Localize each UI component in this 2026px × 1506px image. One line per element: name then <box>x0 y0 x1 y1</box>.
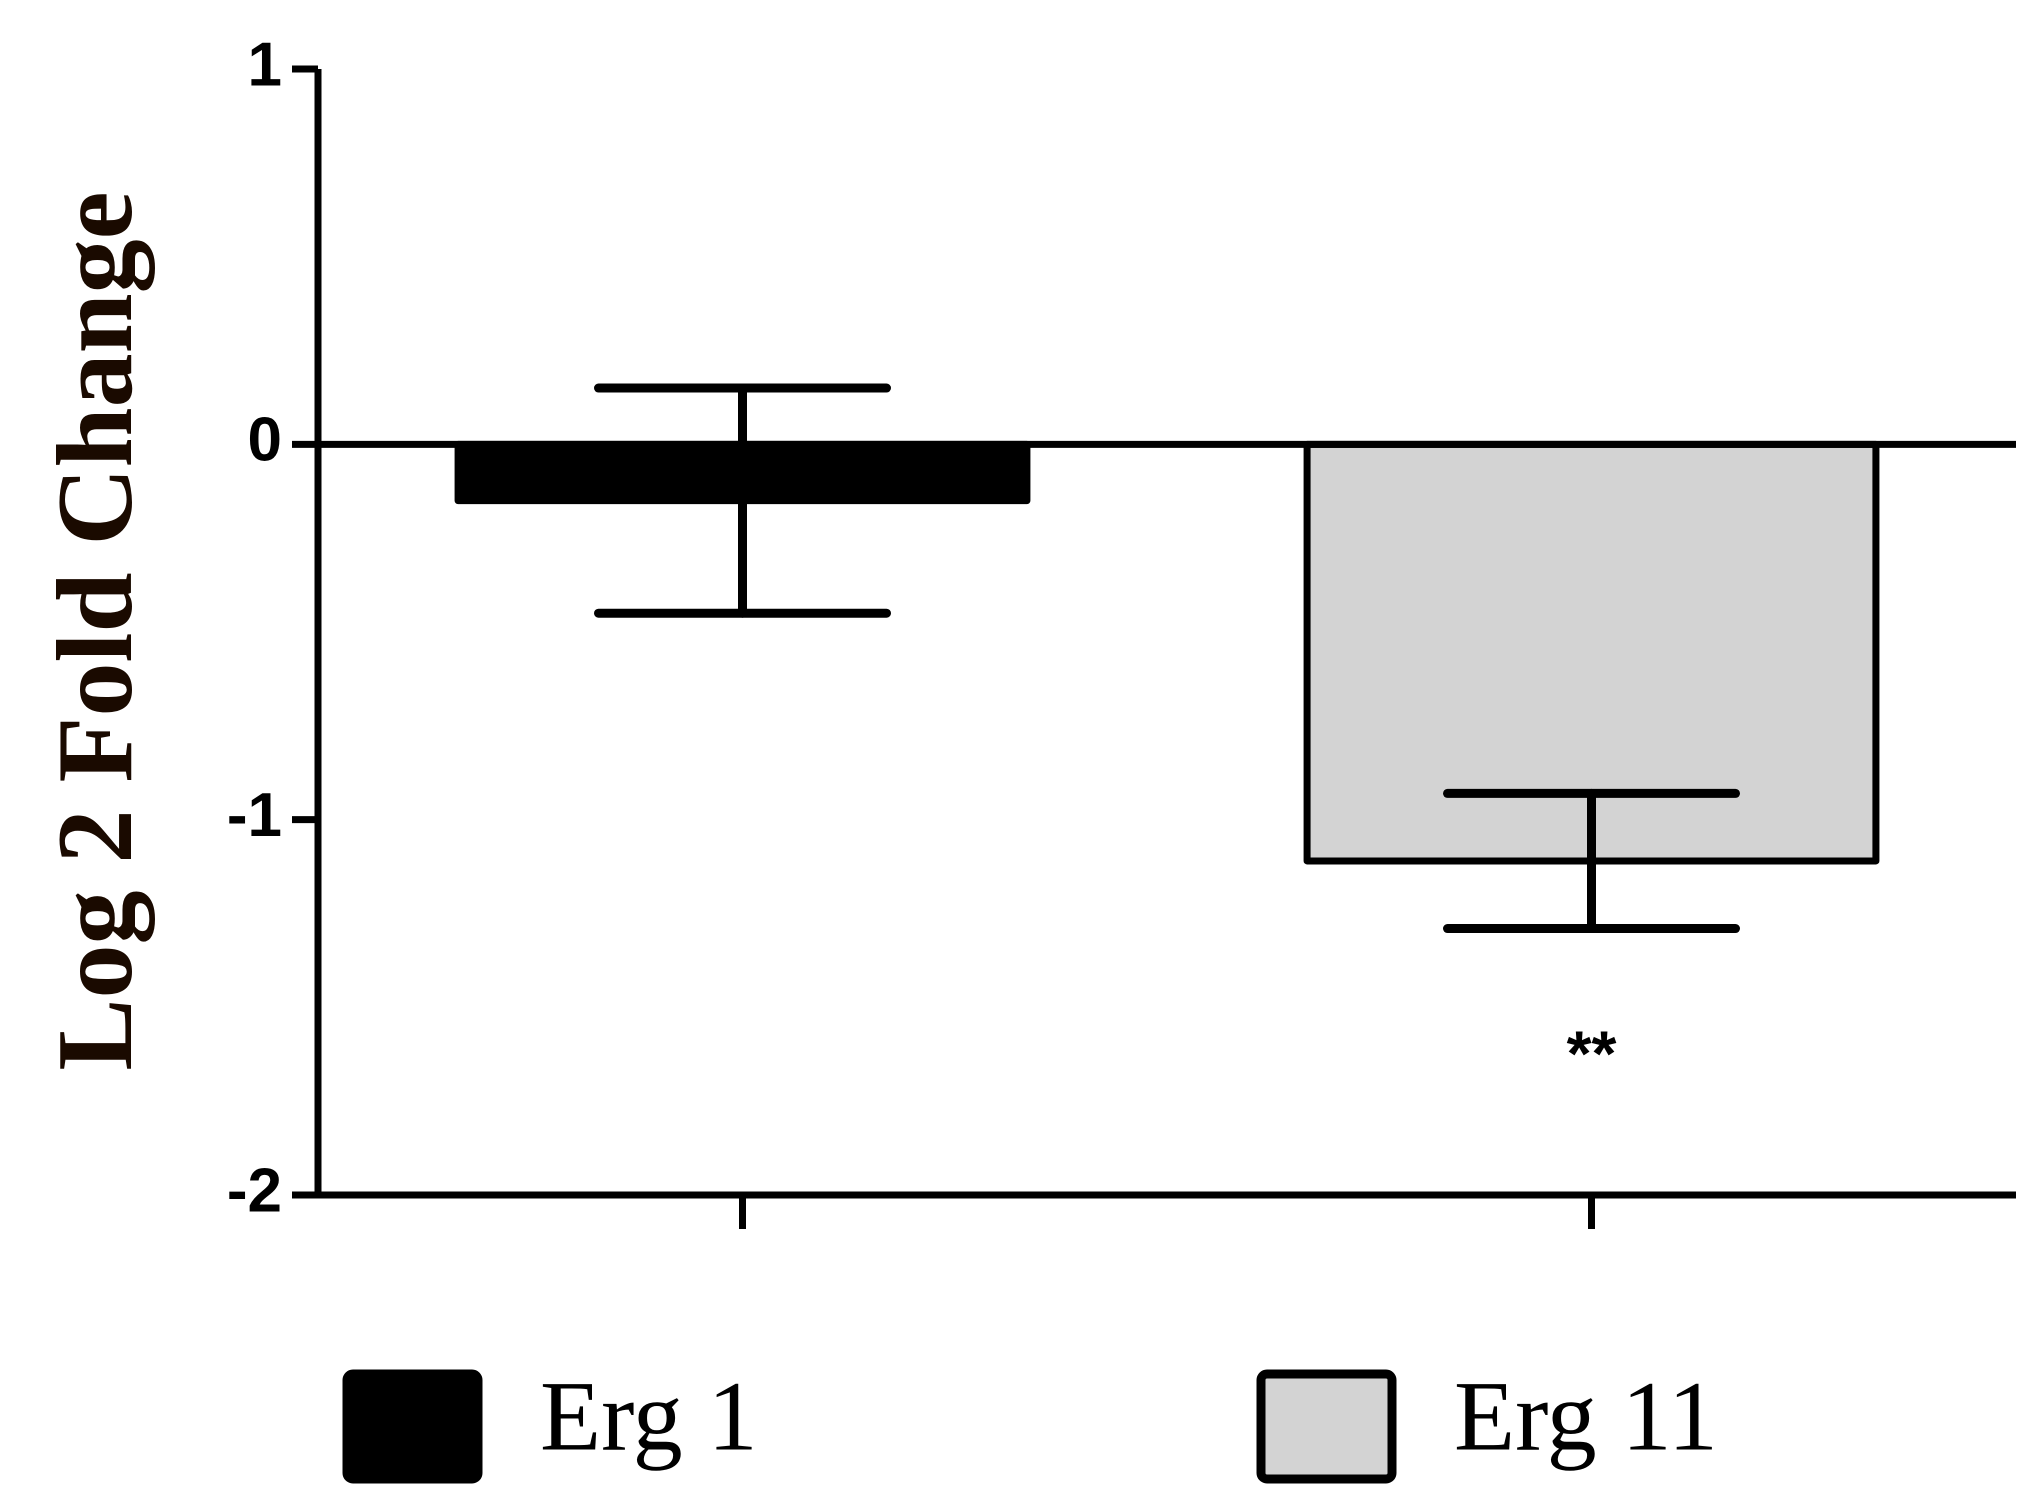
y-axis-label: Log 2 Fold Change <box>36 191 155 1070</box>
y-tick-label: -2 <box>227 1156 282 1225</box>
legend-swatch <box>342 1369 483 1484</box>
error-bar <box>594 383 891 618</box>
legend-label: Erg 1 <box>540 1360 758 1471</box>
y-tick-label: 1 <box>248 30 282 99</box>
error-bar <box>1443 788 1740 934</box>
legend-swatch <box>1256 1369 1397 1484</box>
y-tick-label: 0 <box>248 406 282 475</box>
y-tick-label: -1 <box>227 781 282 850</box>
significance-annotation: ** <box>1567 1017 1617 1089</box>
legend-label: Erg 11 <box>1454 1360 1718 1471</box>
